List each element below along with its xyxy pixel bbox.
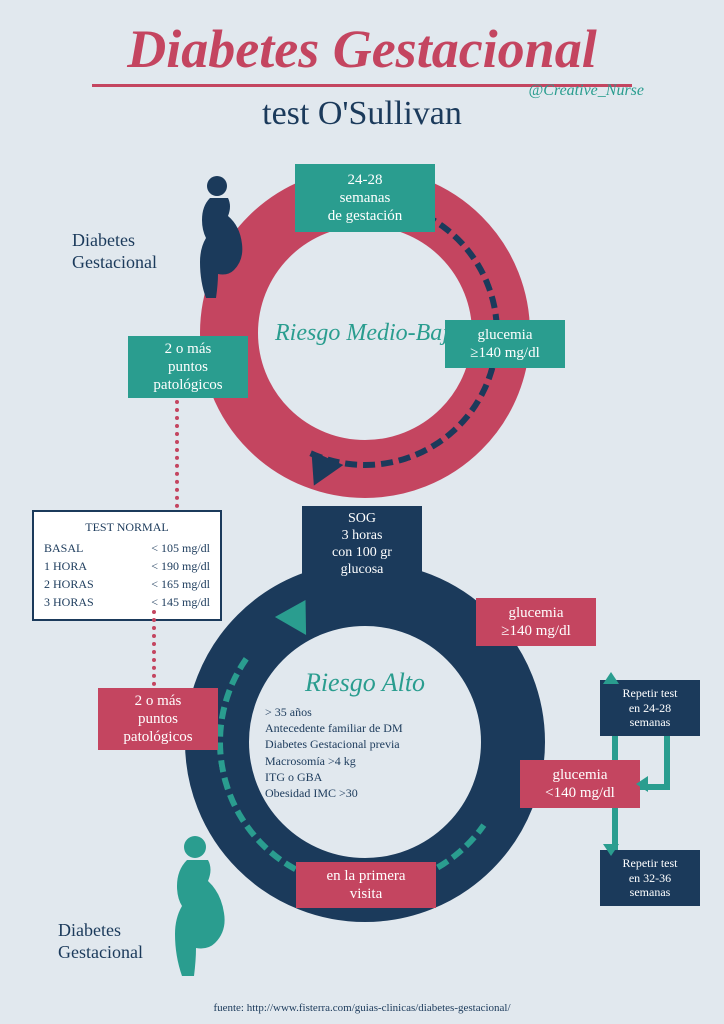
source-footer: fuente: http://www.fisterra.com/guias-cl… [0,1002,724,1014]
risk-factor-item: Macrosomía >4 kg [265,753,465,769]
label-diabetes-bottom: DiabetesGestacional [58,920,143,963]
risk-factors-list: > 35 añosAntecedente familiar de DMDiabe… [265,704,465,801]
risk-factor-item: Antecedente familiar de DM [265,720,465,736]
arrow-v-1 [664,736,670,790]
risk-factor-item: Obesidad IMC >30 [265,785,465,801]
arrowhead-1-icon [603,672,619,684]
box-repeat-2428: Repetir testen 24-28semanas [600,680,700,736]
table-row: 1 HORA< 190 mg/dl [44,557,210,575]
box-weeks: 24-28semanasde gestación [295,164,435,232]
table-row: 3 HORAS< 145 mg/dl [44,593,210,611]
author-handle: @Creative_Nurse [529,82,644,100]
dotted-connector-top [175,400,179,508]
box-repeat-3236: Repetir testen 32-36semanas [600,850,700,906]
box-primera-visita: en la primeravisita [296,862,436,908]
subtitle: test O'Sullivan [0,95,724,133]
label-riesgo-medio-bajo: Riesgo Medio-Bajo [268,320,468,347]
box-sog: SOG3 horascon 100 grglucosa [302,506,422,584]
table-header: TEST NORMAL [44,520,210,535]
pregnant-silhouette-top-icon [182,170,252,300]
dotted-connector-bottom [152,610,156,686]
arrowhead-2-icon [603,844,619,856]
label-riesgo-alto: Riesgo Alto [285,668,445,698]
table-row: 2 HORAS< 165 mg/dl [44,575,210,593]
pregnant-silhouette-bottom-icon [155,830,235,980]
box-glucemia-top: glucemia≥140 mg/dl [445,320,565,368]
arrowhead-left-icon [636,776,648,792]
box-puntos-top: 2 o máspuntospatológicos [128,336,248,398]
test-normal-table: TEST NORMAL BASAL< 105 mg/dl1 HORA< 190 … [32,510,222,621]
risk-factor-item: ITG o GBA [265,769,465,785]
box-puntos-bottom: 2 o máspuntospatológicos [98,688,218,750]
main-title: Diabetes Gestacional [0,0,724,80]
box-glucemia-low: glucemia<140 mg/dl [520,760,640,808]
risk-factor-item: > 35 años [265,704,465,720]
label-diabetes-top: DiabetesGestacional [72,230,157,273]
arrow-down-1 [612,736,618,760]
box-glucemia-high: glucemia≥140 mg/dl [476,598,596,646]
risk-factor-item: Diabetes Gestacional previa [265,736,465,752]
table-row: BASAL< 105 mg/dl [44,539,210,557]
